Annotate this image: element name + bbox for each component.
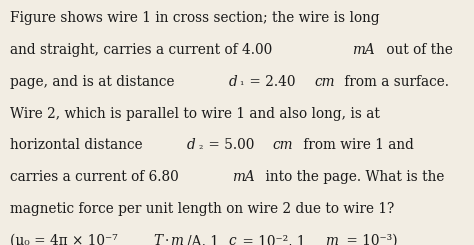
Text: Wire 2, which is parallel to wire 1 and also long, is at: Wire 2, which is parallel to wire 1 and …	[10, 107, 380, 121]
Text: m: m	[325, 234, 338, 245]
Text: from a surface.: from a surface.	[340, 75, 449, 89]
Text: c: c	[228, 234, 236, 245]
Text: horizontal distance: horizontal distance	[10, 138, 147, 152]
Text: ₂: ₂	[199, 141, 203, 151]
Text: (μ₀ = 4π × 10⁻⁷: (μ₀ = 4π × 10⁻⁷	[10, 234, 121, 245]
Text: d: d	[187, 138, 196, 152]
Text: ·: ·	[165, 234, 169, 245]
Text: page, and is at distance: page, and is at distance	[10, 75, 179, 89]
Text: = 10⁻², 1: = 10⁻², 1	[238, 234, 305, 245]
Text: mA: mA	[352, 43, 375, 57]
Text: mA: mA	[232, 170, 255, 184]
Text: T: T	[153, 234, 162, 245]
Text: Figure shows wire 1 in cross section; the wire is long: Figure shows wire 1 in cross section; th…	[10, 11, 380, 25]
Text: ₁: ₁	[240, 77, 244, 87]
Text: magnetic force per unit length on wire 2 due to wire 1?: magnetic force per unit length on wire 2…	[10, 202, 395, 216]
Text: = 2.40: = 2.40	[245, 75, 299, 89]
Text: and straight, carries a current of 4.00: and straight, carries a current of 4.00	[10, 43, 275, 57]
Text: into the page. What is the: into the page. What is the	[261, 170, 445, 184]
Text: d: d	[228, 75, 237, 89]
Text: carries a current of 6.80: carries a current of 6.80	[10, 170, 182, 184]
Text: m: m	[170, 234, 183, 245]
Text: out of the: out of the	[382, 43, 453, 57]
Text: = 10⁻³): = 10⁻³)	[342, 234, 397, 245]
Text: cm: cm	[314, 75, 335, 89]
Text: from wire 1 and: from wire 1 and	[299, 138, 414, 152]
Text: = 5.00: = 5.00	[204, 138, 257, 152]
Text: cm: cm	[273, 138, 293, 152]
Text: /A, 1: /A, 1	[187, 234, 219, 245]
